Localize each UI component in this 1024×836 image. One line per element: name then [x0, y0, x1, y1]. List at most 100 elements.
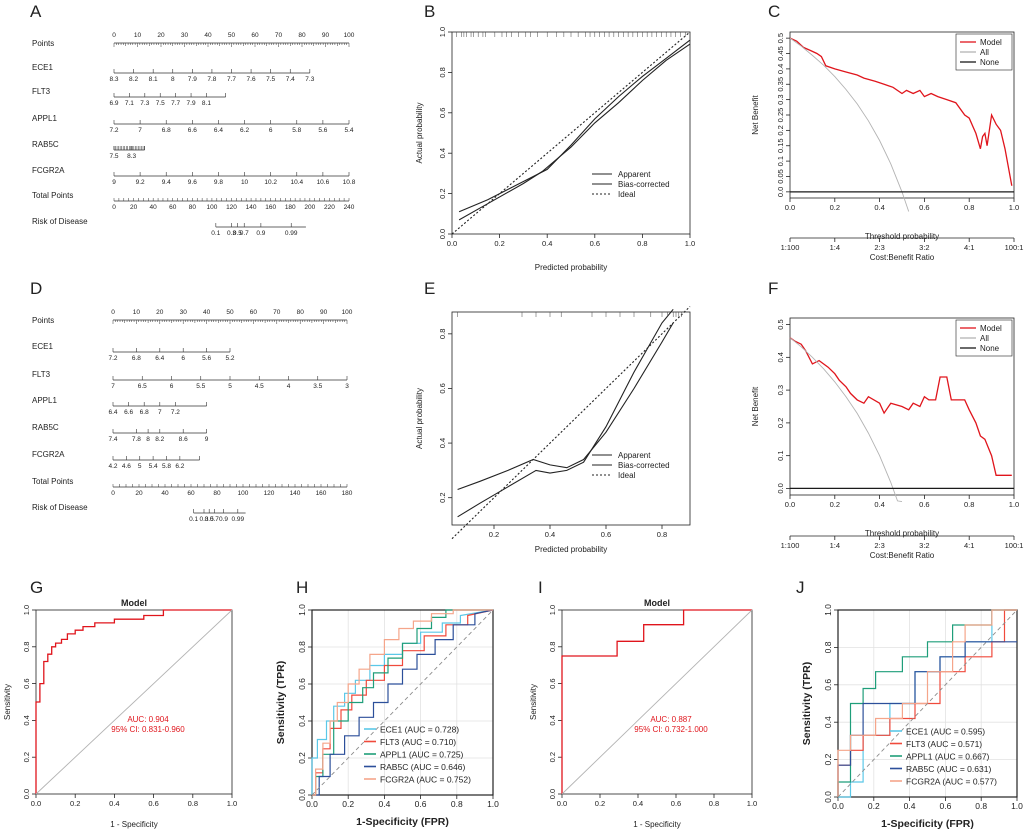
variable-tick-label: 8.3	[127, 153, 136, 160]
y-tick-label: 0.8	[297, 641, 307, 653]
total-points-tick-label: 200	[304, 204, 315, 211]
series-line-ideal	[451, 31, 691, 235]
series-line-model	[789, 337, 1012, 476]
y-tick-label: 0.6	[297, 678, 307, 690]
nomogram-var-fcgr2a: FCGR2A	[32, 450, 65, 459]
x-tick-label: 0.0	[785, 203, 795, 212]
variable-tick-label: 8.1	[202, 100, 211, 107]
variable-tick-label: 5	[228, 383, 232, 390]
legend-label-appl1: APPL1 (AUC = 0.725)	[380, 750, 464, 760]
risk-tick-label: 0.1	[211, 230, 220, 237]
variable-tick-label: 7.9	[188, 76, 197, 83]
variable-tick-label: 7.3	[140, 100, 149, 107]
variable-tick-label: 5.8	[292, 127, 301, 134]
nomogram-points-label: Points	[32, 316, 54, 325]
ratio-tick-label: 100:1	[1005, 541, 1024, 550]
y-tick-label: 0.1	[776, 450, 785, 460]
series-line-all	[789, 337, 903, 503]
x-tick-label: 0.6	[590, 239, 600, 248]
risk-tick-label: 0.5	[233, 230, 242, 237]
ratio-axis-title: Cost:Benefit Ratio	[870, 551, 935, 560]
y-tick-label: 0.0	[776, 187, 785, 197]
x-tick-label: 0.2	[70, 799, 80, 808]
y-axis-title: Sensitivity (TPR)	[801, 662, 813, 745]
total-points-tick-label: 120	[226, 204, 237, 211]
variable-tick-label: 6.5	[138, 383, 147, 390]
nomogram-var-flt3: FLT3	[32, 87, 51, 96]
y-axis-title: Sensitivity	[529, 684, 538, 720]
y-tick-label: 0.2	[776, 125, 785, 135]
ratio-tick-label: 4:1	[964, 243, 974, 252]
legend-label-bias-corrected: Bias-corrected	[618, 180, 670, 189]
variable-tick-label: 10.6	[317, 179, 330, 186]
points-tick-label: 90	[320, 309, 328, 316]
points-tick-label: 20	[156, 309, 164, 316]
total-points-tick-label: 60	[187, 490, 195, 497]
plot-frame	[789, 317, 1015, 496]
legend-label-all: All	[980, 334, 989, 343]
ratio-tick-label: 1:100	[781, 541, 800, 550]
legend-label-apparent: Apparent	[618, 451, 651, 460]
variable-tick-label: 6	[170, 383, 174, 390]
y-axis-title: Actual probability	[415, 103, 424, 164]
nomogram-var-fcgr2a: FCGR2A	[32, 166, 65, 175]
x-tick-label: 0.8	[637, 239, 647, 248]
y-tick-label: 0.2	[438, 188, 447, 198]
y-tick-label: 0.2	[22, 752, 31, 762]
variable-tick-label: 9	[205, 436, 209, 443]
series-line-fcgr2a	[312, 609, 493, 796]
y-axis-title: Sensitivity (TPR)	[275, 661, 287, 744]
panel-letter-j: J	[796, 578, 805, 597]
legend-label-ideal: Ideal	[618, 471, 636, 480]
panel-letter-a: A	[30, 2, 42, 21]
variable-tick-label: 8.6	[179, 436, 188, 443]
variable-tick-label: 6.8	[162, 127, 171, 134]
x-tick-label: 0.0	[832, 801, 844, 811]
variable-tick-label: 8.1	[149, 76, 158, 83]
y-tick-label: 0.2	[823, 753, 833, 765]
legend-label-flt3: FLT3 (AUC = 0.710)	[380, 737, 456, 747]
panel-letter-i: I	[538, 578, 543, 597]
variable-tick-label: 10	[241, 179, 249, 186]
x-tick-label: 0.0	[557, 799, 567, 808]
panel-letter-h: H	[296, 578, 308, 597]
variable-tick-label: 7.5	[156, 100, 165, 107]
variable-tick-label: 7.6	[247, 76, 256, 83]
points-tick-label: 20	[157, 32, 165, 39]
risk-tick-label: 0.99	[231, 516, 244, 523]
plot-g: 0.0 0.2 0.4 0.6 0.8 1.0 0.0 0.2 0.4 0.6 0.8 1.0 1 - …	[3, 598, 237, 829]
total-points-tick-label: 120	[264, 490, 275, 497]
variable-tick-label: 9.8	[214, 179, 223, 186]
series-line-rab5c	[312, 609, 494, 796]
auc-annotation: AUC: 0.887	[650, 715, 692, 724]
panel-letter-e: E	[424, 279, 435, 298]
variable-tick-label: 6	[181, 355, 185, 362]
x-tick-label: 0.8	[975, 801, 987, 811]
series-line-ideal	[451, 306, 691, 540]
x-tick-label: 0.6	[671, 799, 681, 808]
nomogram-var-appl1: APPL1	[32, 396, 57, 405]
x-tick-label: 0.2	[342, 799, 354, 809]
y-tick-label: 0.0	[776, 483, 785, 493]
x-tick-label: 0.4	[874, 203, 884, 212]
points-tick-label: 40	[204, 32, 212, 39]
y-tick-label: 0.6	[22, 678, 31, 688]
series-line-apparent	[457, 322, 674, 491]
legend-label-ece1: ECE1 (AUC = 0.728)	[380, 725, 459, 735]
series-line-bias-corrected	[457, 308, 674, 518]
legend-label-flt3: FLT3 (AUC = 0.571)	[906, 739, 982, 749]
y-tick-label: 0.4	[438, 148, 447, 158]
x-tick-label: 0.0	[31, 799, 41, 808]
points-tick-label: 30	[180, 309, 188, 316]
x-tick-label: 0.8	[964, 203, 974, 212]
x-tick-label: 1.0	[685, 239, 695, 248]
total-points-tick-label: 20	[130, 204, 138, 211]
x-tick-label: 0.6	[939, 801, 951, 811]
x-tick-label: 0.4	[633, 799, 643, 808]
points-tick-label: 100	[344, 32, 355, 39]
y-tick-label: 0.05	[776, 169, 785, 184]
series-line-roc	[35, 609, 232, 794]
y-tick-label: 1.0	[548, 605, 557, 615]
points-tick-label: 60	[251, 32, 259, 39]
x-tick-label: 0.8	[709, 799, 719, 808]
